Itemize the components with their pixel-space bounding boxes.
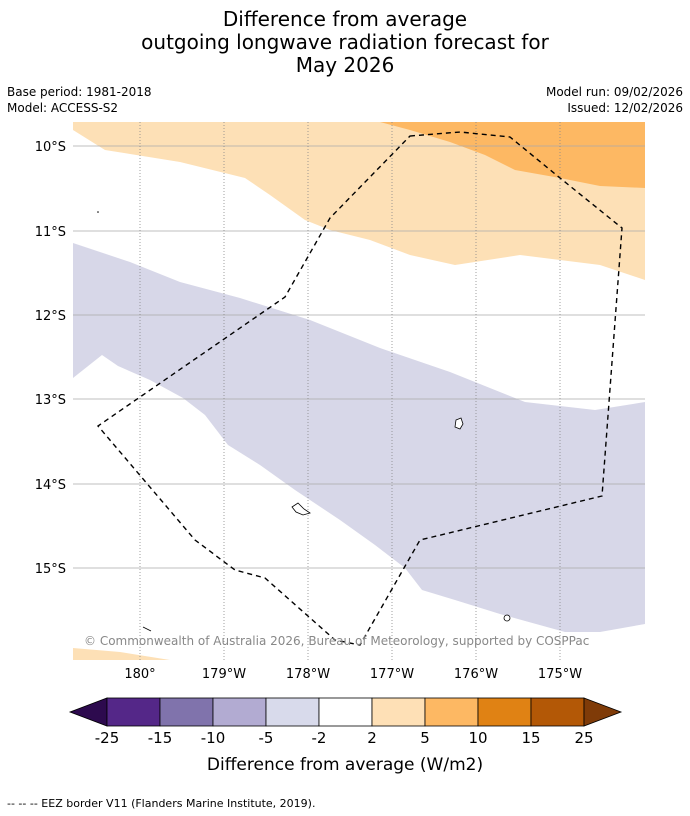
map-area: © Commonwealth of Australia 2026, Bureau… (73, 122, 645, 660)
colorbar-ticks: -25 -15 -10 -5 -2 2 5 10 15 25 (95, 729, 594, 747)
colorbar-segment (424, 697, 479, 727)
colorbar-min-arrow (68, 697, 108, 727)
island (503, 614, 511, 622)
colorbar-tick: -5 (259, 729, 274, 747)
anomaly-bottom-orange-region (73, 648, 170, 660)
lon-label: 179°W (202, 667, 246, 682)
colorbar-tick: 15 (521, 729, 540, 747)
model-name: Model: ACCESS-S2 (7, 101, 119, 115)
colorbar-segment (265, 697, 320, 727)
lon-label: 176°W (454, 667, 498, 682)
lat-label: 11°S (35, 225, 66, 240)
lat-label: 12°S (35, 309, 66, 324)
lat-label: 13°S (35, 393, 66, 408)
colorbar-label: Difference from average (W/m2) (207, 755, 483, 775)
lon-label: 177°W (370, 667, 414, 682)
latitude-labels: 10°S 11°S 12°S 13°S 14°S 15°S (35, 140, 66, 577)
island (97, 211, 99, 213)
lon-label: 180° (124, 667, 155, 682)
meta-left: Base period: 1981-2018 Model: ACCESS-S2 (7, 84, 152, 116)
colorbar-tick: -15 (148, 729, 173, 747)
lat-label: 14°S (35, 478, 66, 493)
longitude-labels: 180° 179°W 178°W 177°W 176°W 175°W (124, 667, 582, 682)
colorbar-max-arrow (583, 697, 623, 727)
island (454, 417, 464, 430)
colorbar-segment (212, 697, 267, 727)
chart-title: Difference from average outgoing longwav… (0, 8, 690, 77)
colorbar-tick: -25 (95, 729, 120, 747)
title-line-3: May 2026 (295, 53, 395, 77)
meta-right: Model run: 09/02/2026 Issued: 12/02/2026 (546, 84, 683, 116)
colorbar-segment (530, 697, 585, 727)
latitude-gridlines (73, 145, 645, 569)
colorbar-tick: -2 (312, 729, 327, 747)
colorbar-segment (106, 697, 161, 727)
lon-label: 178°W (286, 667, 330, 682)
eez-footnote: -- -- -- EEZ border V11 (Flanders Marine… (7, 797, 316, 810)
colorbar-tick: 25 (574, 729, 593, 747)
lon-label: 175°W (538, 667, 582, 682)
lat-label: 10°S (35, 140, 66, 155)
colorbar-segment (477, 697, 532, 727)
colorbar-tick: 2 (367, 729, 377, 747)
colorbar-segment (371, 697, 426, 727)
colorbar-segment (159, 697, 214, 727)
anomaly-neg5-to-neg2-region (73, 243, 645, 632)
island (291, 502, 311, 516)
model-run: Model run: 09/02/2026 (545, 85, 683, 99)
anomaly-5-to-10-region (380, 122, 645, 188)
title-line-1: Difference from average (222, 7, 468, 31)
lat-label: 15°S (35, 562, 66, 577)
base-period: Base period: 1981-2018 (7, 85, 152, 99)
colorbar-tick: 5 (420, 729, 430, 747)
title-line-2: outgoing longwave radiation forecast for (141, 30, 549, 54)
colorbar-tick: -10 (201, 729, 226, 747)
island (142, 626, 152, 632)
colorbar-segment (318, 697, 373, 727)
copyright-text: © Commonwealth of Australia 2026, Bureau… (84, 634, 589, 648)
colorbar-tick: 10 (468, 729, 487, 747)
issued-date: Issued: 12/02/2026 (567, 101, 683, 115)
colorbar (68, 697, 623, 727)
